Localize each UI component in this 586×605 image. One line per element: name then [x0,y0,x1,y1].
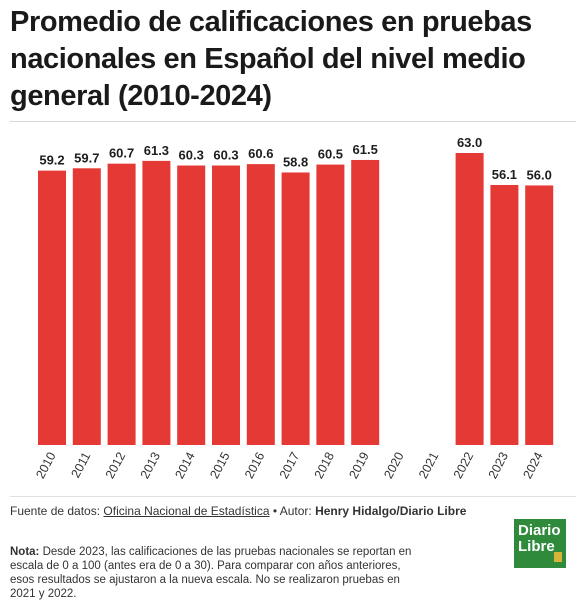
bar-2019 [351,159,380,445]
note-text: Nota: Desde 2023, las calificaciones de … [10,545,420,601]
footer-divider [10,496,576,497]
logo-line-2: Libre [518,538,555,555]
value-label-2024: 56.0 [527,167,552,182]
x-tick-2010: 2010 [33,450,58,481]
bar-2014 [177,165,206,445]
note-body: Desde 2023, las calificaciones de las pr… [10,546,412,600]
source-prefix: Fuente de datos: [10,504,104,518]
bar-2015 [212,165,240,445]
bar-2011 [72,168,101,446]
value-label-2023: 56.1 [492,167,517,182]
bar-2022 [455,153,484,445]
value-label-2014: 60.3 [179,148,204,163]
x-tick-2015: 2015 [207,450,232,481]
value-label-2013: 61.3 [144,143,169,158]
bar-2012 [107,163,136,445]
x-tick-2019: 2019 [346,450,371,481]
author-prefix: • Autor: [269,504,316,518]
bar-2017 [281,172,310,445]
x-tick-2021: 2021 [416,450,441,481]
bar-2016 [246,164,275,445]
value-label-2019: 61.5 [353,142,378,157]
x-tick-2020: 2020 [381,450,406,481]
value-label-2018: 60.5 [318,147,343,162]
x-tick-2013: 2013 [138,450,163,481]
bar-2024 [525,185,554,445]
value-label-2011: 59.7 [74,150,99,165]
bar-2013 [142,160,171,445]
source-link[interactable]: Oficina Nacional de Estadística [103,504,270,518]
logo-mark [554,552,562,562]
note-label: Nota: [10,546,40,558]
value-label-2015: 60.3 [213,148,238,163]
x-tick-2016: 2016 [242,450,267,481]
bar-2023 [490,184,519,445]
value-label-2012: 60.7 [109,146,134,161]
x-tick-2018: 2018 [312,450,337,481]
bar-2010 [38,170,66,445]
source-line: Fuente de datos: Oficina Nacional de Est… [10,504,466,518]
bar-2018 [316,164,345,445]
x-tick-2023: 2023 [486,450,511,481]
author-name: Henry Hidalgo/Diario Libre [315,504,467,518]
chart-title: Promedio de calificaciones en pruebas na… [10,6,532,112]
bar-chart: 59.2 2010 59.7 2011 60.7 2012 61.3 2013 60.3 2014… [33,135,554,481]
x-tick-2011: 2011 [68,450,93,480]
value-label-2010: 59.2 [39,153,64,168]
x-tick-2014: 2014 [172,450,197,481]
value-label-2017: 58.8 [283,154,308,169]
diario-libre-logo: Diario Libre [514,519,566,568]
x-tick-2017: 2017 [277,450,302,481]
x-tick-2012: 2012 [103,450,128,481]
value-label-2022: 63.0 [457,135,482,150]
x-tick-2022: 2022 [451,450,476,481]
x-tick-2024: 2024 [520,450,545,481]
logo-line-1: Diario [518,522,561,539]
value-label-2016: 60.6 [248,146,273,161]
title-divider [10,121,576,122]
